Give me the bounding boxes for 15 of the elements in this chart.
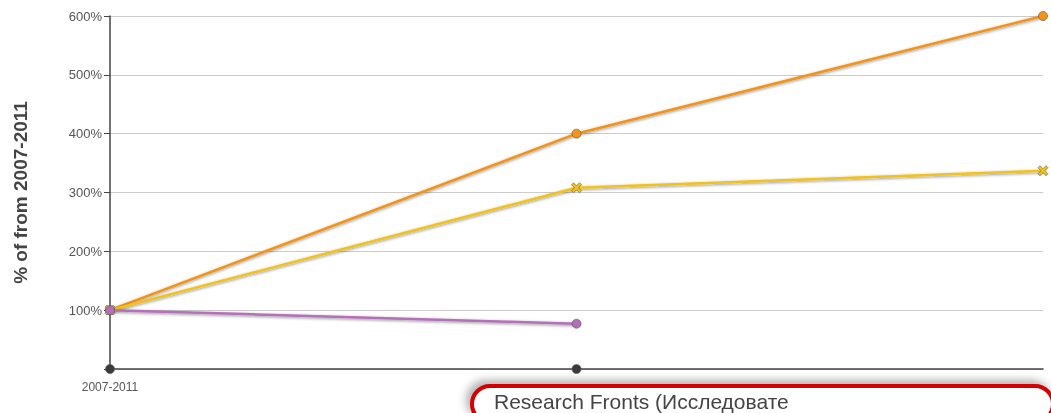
point: [1037, 165, 1049, 177]
y-tick-label: 400%: [68, 126, 103, 142]
y-tick-label: 500%: [68, 67, 103, 83]
y-tick-label: 100%: [68, 302, 103, 318]
point: [571, 128, 582, 139]
y-axis-title: % of from 2007-2011: [10, 100, 31, 284]
x-tick-label: 2007-2011: [81, 380, 139, 394]
y-tick-label: 200%: [68, 243, 103, 259]
y-tick-label: 600%: [68, 8, 103, 24]
point: [571, 364, 582, 374]
callout-box: Research Fronts (Исследовате: [470, 384, 1051, 413]
point: [571, 318, 582, 329]
point: [571, 182, 582, 194]
point: [1038, 11, 1048, 21]
y-tick-label: 300%: [68, 185, 103, 200]
